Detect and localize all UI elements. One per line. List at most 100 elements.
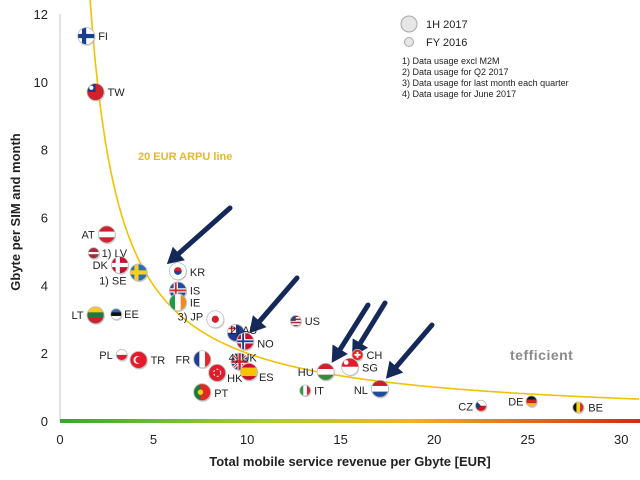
x-axis-gradient-bar: [60, 419, 640, 423]
point-hu: HU: [298, 362, 335, 382]
note-2: 2) Data usage for Q2 2017: [402, 67, 509, 77]
flag-marker: [572, 401, 585, 414]
point-se: 1) SE: [99, 263, 148, 287]
point-label: LT: [72, 310, 84, 322]
point-label: KR: [190, 267, 205, 279]
curve-label: 20 EUR ARPU line: [138, 151, 232, 163]
x-tick-label: 25: [521, 432, 535, 447]
legend-marker-fy-2016: [404, 37, 414, 47]
x-tick-label: 20: [427, 432, 441, 447]
point-label: TR: [151, 355, 166, 367]
arrow-nl: [385, 322, 435, 379]
arpu-line: [89, 0, 640, 400]
point-label: FR: [176, 354, 191, 366]
legend-label-1h-2017: 1H 2017: [426, 19, 468, 31]
point-label: TW: [108, 87, 126, 99]
flag-marker: [86, 83, 105, 101]
x-tick-label: 0: [56, 432, 63, 447]
y-tick-label: 8: [41, 143, 48, 158]
arrow-hu: [331, 302, 371, 363]
flag-marker: [168, 262, 187, 280]
point-nl: NL: [354, 379, 390, 399]
point-label: IT: [314, 385, 324, 397]
point-label: IS: [190, 285, 200, 297]
point-fr: FR: [176, 350, 212, 369]
arrow-kr: [166, 205, 233, 265]
flag-marker: [208, 363, 227, 382]
point-lt: LT: [72, 306, 105, 325]
point-no: NO: [236, 332, 274, 351]
note-4: 4) Data usage for June 2017: [402, 89, 516, 99]
legend-label-fy-2016: FY 2016: [426, 37, 467, 49]
point-at: AT: [82, 225, 117, 245]
flag-marker: [168, 293, 187, 312]
point-label: HU: [298, 367, 314, 379]
point-ie: IE: [168, 293, 200, 312]
y-tick-label: 0: [41, 414, 48, 429]
point-label: BE: [588, 402, 603, 414]
flag-marker: [86, 306, 105, 325]
x-tick-label: 30: [614, 432, 628, 447]
point-label: SG: [362, 363, 378, 375]
flag-marker: [289, 315, 302, 327]
point-us: US: [289, 315, 320, 328]
point-sg: SG: [341, 357, 378, 377]
point-label: IE: [190, 297, 200, 309]
x-tick-label: 15: [333, 432, 347, 447]
y-axis: 0 2 4 6 8 10 12: [34, 7, 48, 429]
flag-marker: [475, 399, 487, 412]
point-it: IT: [299, 384, 324, 397]
flag-marker: [115, 348, 128, 361]
point-hk: HK: [208, 363, 243, 385]
point-label: ES: [259, 372, 274, 384]
point-tw: TW: [86, 83, 126, 102]
point-jp: 3) JP: [178, 310, 225, 329]
point-label: US: [305, 316, 320, 328]
legend: 1H 2017 FY 2016 1) Data usage excl M2M 2…: [400, 15, 569, 99]
point-es: ES: [240, 362, 274, 384]
flag-marker: [206, 310, 225, 329]
flag-marker: [341, 357, 359, 376]
brand-logo: tefficient: [510, 347, 573, 363]
point-ch: CH: [351, 348, 382, 362]
flag-marker: [87, 247, 100, 260]
flag-marker: [110, 256, 129, 274]
point-label: DE: [508, 396, 523, 408]
legend-marker-1h-2017: [400, 15, 418, 33]
flag-marker: [525, 395, 538, 408]
point-label: CH: [366, 350, 382, 362]
flag-marker: [299, 384, 311, 397]
point-label: 2) AU: [230, 325, 258, 337]
point-label: PT: [214, 388, 228, 400]
flag-marker: [371, 379, 389, 398]
flag-marker: [97, 225, 116, 244]
flag-marker: [240, 362, 258, 381]
y-tick-label: 12: [34, 7, 48, 22]
flag-marker: [77, 27, 96, 45]
note-1: 1) Data usage excl M2M: [402, 56, 500, 66]
flag-marker: [236, 332, 255, 351]
point-kr: KR: [168, 262, 205, 281]
x-axis-title: Total mobile service revenue per Gbyte […: [209, 454, 491, 469]
flag-marker: [193, 350, 212, 369]
y-tick-label: 2: [41, 346, 48, 361]
arrow-no: [249, 275, 300, 334]
point-label: EE: [124, 309, 139, 321]
flag-marker: [316, 362, 335, 381]
point-label: AT: [82, 229, 96, 241]
point-label: 3) JP: [178, 311, 204, 323]
y-tick-label: 4: [41, 278, 48, 293]
point-label: FI: [98, 31, 108, 43]
point-cz: CZ: [458, 399, 488, 414]
point-label: HK: [227, 373, 243, 385]
point-label: PL: [99, 350, 112, 362]
point-dk: DK: [93, 256, 130, 275]
flag-marker: [110, 308, 123, 321]
y-tick-label: 6: [41, 211, 48, 226]
x-tick-label: 10: [240, 432, 254, 447]
point-fi: FI: [77, 27, 108, 46]
point-be: BE: [572, 401, 603, 414]
y-axis-title: Gbyte per SIM and month: [8, 133, 23, 291]
flag-marker: [351, 348, 364, 361]
point-label: NL: [354, 385, 368, 397]
